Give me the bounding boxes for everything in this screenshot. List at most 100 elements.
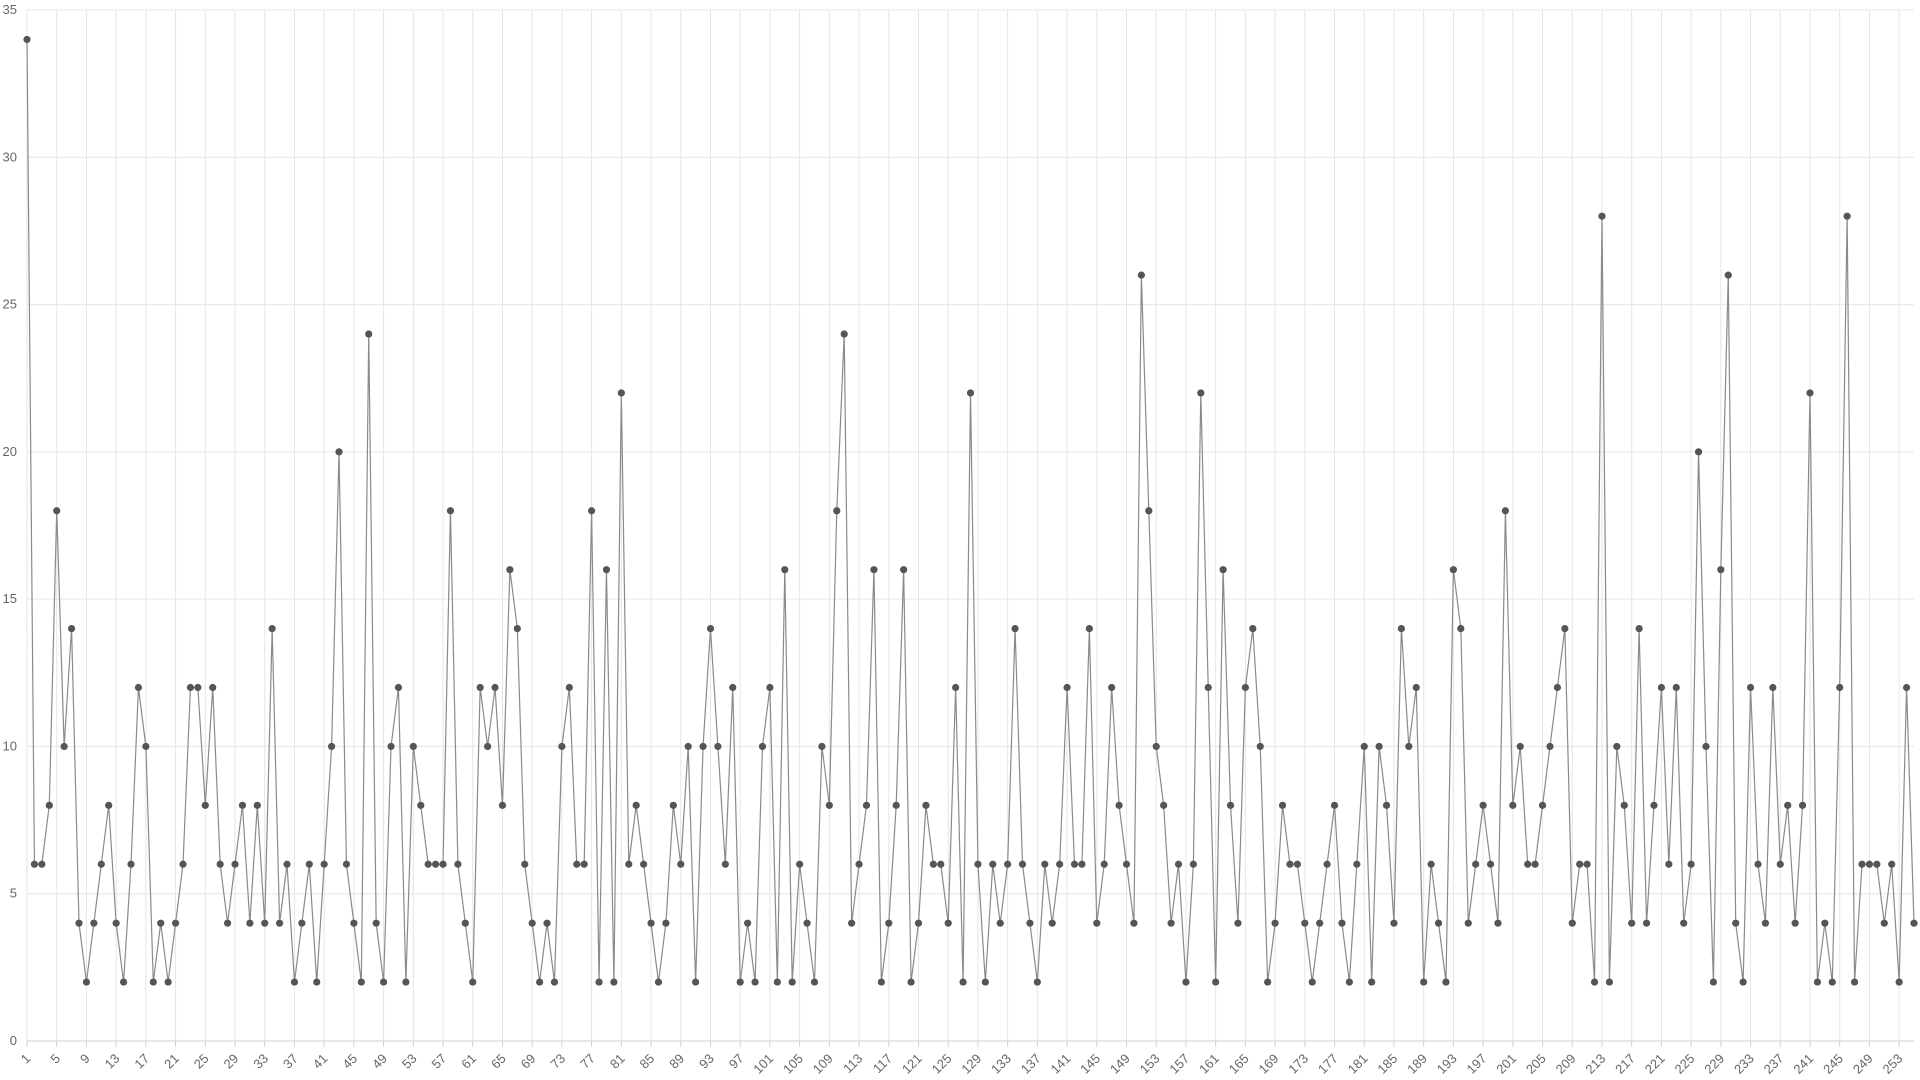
data-point: [1516, 742, 1524, 751]
data-point: [528, 919, 536, 927]
data-point: [714, 742, 722, 751]
data-point: [134, 683, 143, 692]
data-point: [1873, 860, 1881, 868]
data-point: [157, 919, 165, 927]
data-point: [1093, 919, 1101, 927]
data-point: [506, 566, 514, 574]
data-point: [1115, 801, 1123, 809]
x-tick-label: 221: [1642, 1051, 1668, 1077]
data-point: [1576, 860, 1584, 868]
data-point: [1665, 860, 1673, 868]
data-point: [1033, 978, 1041, 986]
data-point: [1174, 860, 1183, 868]
data-point: [1345, 978, 1353, 986]
data-point: [1189, 860, 1197, 868]
data-point: [1561, 625, 1569, 633]
data-point: [1813, 978, 1822, 986]
data-point: [1063, 683, 1071, 692]
x-tick-label: 141: [1047, 1051, 1073, 1077]
data-point: [944, 919, 952, 927]
data-point: [1301, 919, 1309, 927]
data-point: [30, 860, 39, 868]
data-point: [1041, 860, 1049, 868]
data-point: [216, 860, 224, 868]
x-tick-label: 85: [637, 1051, 658, 1072]
data-point: [1880, 919, 1888, 927]
data-point: [625, 860, 633, 868]
data-point: [677, 860, 685, 868]
x-tick-label: 185: [1374, 1051, 1400, 1077]
data-point: [862, 801, 871, 809]
x-tick-label: 193: [1434, 1051, 1460, 1077]
data-point: [959, 978, 967, 986]
data-point: [1182, 978, 1190, 986]
x-tick-label: 29: [221, 1051, 242, 1072]
x-tick-label: 165: [1226, 1051, 1252, 1077]
data-point: [647, 919, 655, 927]
data-point: [253, 801, 261, 809]
x-tick-label: 161: [1196, 1051, 1222, 1077]
x-tick-label: 9: [77, 1051, 93, 1067]
data-point: [127, 860, 135, 868]
data-point: [1278, 801, 1287, 809]
data-point: [736, 978, 744, 986]
data-point: [706, 625, 715, 633]
y-tick-label: 35: [3, 2, 17, 17]
x-tick-label: 105: [780, 1051, 806, 1077]
data-point: [1717, 566, 1725, 574]
data-point: [803, 919, 811, 927]
x-tick-label: 53: [399, 1051, 420, 1072]
data-point: [550, 978, 559, 986]
data-point: [1672, 683, 1680, 692]
data-point: [1286, 860, 1294, 868]
data-point: [82, 978, 91, 986]
data-point: [1137, 271, 1145, 279]
x-tick-label: 61: [458, 1051, 479, 1072]
data-point: [536, 978, 544, 986]
data-point: [379, 978, 388, 986]
data-point: [446, 507, 455, 515]
data-point: [654, 978, 663, 986]
data-point: [952, 683, 960, 692]
data-point: [1375, 742, 1383, 751]
data-point: [1405, 742, 1413, 751]
data-point: [97, 860, 105, 868]
data-point: [1360, 742, 1368, 751]
data-point: [290, 978, 299, 986]
data-point: [1249, 625, 1257, 633]
data-point: [1308, 978, 1316, 986]
data-point: [1724, 271, 1732, 279]
x-tick-label: 149: [1107, 1051, 1133, 1077]
data-point: [877, 978, 885, 986]
x-tick-label: 173: [1285, 1051, 1311, 1077]
x-tick-label: 137: [1018, 1051, 1044, 1077]
data-point: [1130, 919, 1138, 927]
data-point: [409, 742, 417, 751]
data-point: [283, 860, 291, 868]
data-point: [989, 860, 997, 868]
x-tick-label: 25: [191, 1051, 212, 1072]
data-point: [1486, 860, 1495, 868]
data-point: [1479, 801, 1487, 809]
data-point: [1858, 860, 1866, 868]
data-point: [105, 801, 113, 809]
x-tick-label: 81: [607, 1051, 628, 1072]
data-point: [1613, 742, 1621, 751]
x-tick-label: 153: [1137, 1051, 1163, 1077]
data-point: [781, 566, 789, 574]
x-tick-label: 97: [726, 1051, 747, 1072]
data-point: [1323, 860, 1331, 868]
data-point: [1108, 683, 1116, 692]
data-point: [1152, 742, 1160, 751]
data-point: [60, 742, 68, 751]
data-point: [1420, 978, 1428, 986]
x-tick-label: 181: [1345, 1051, 1371, 1077]
x-tick-label: 45: [339, 1051, 360, 1072]
x-tick-label: 217: [1612, 1051, 1638, 1077]
data-point: [1784, 801, 1792, 809]
data-point: [350, 919, 358, 927]
data-point: [1390, 919, 1398, 927]
data-point: [1018, 860, 1027, 868]
data-point: [1026, 919, 1034, 927]
